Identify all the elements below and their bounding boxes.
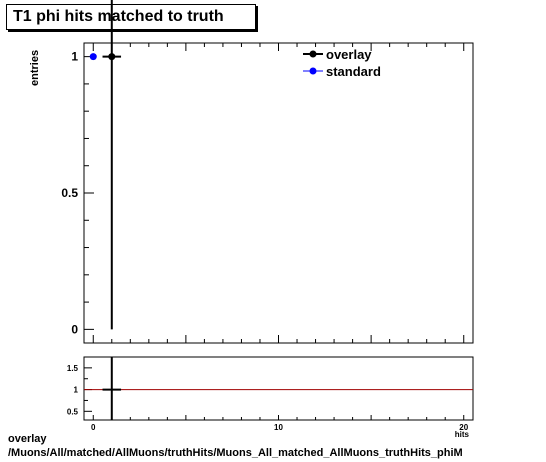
main-y-tick-label: 1 bbox=[71, 50, 78, 64]
main-y-tick-label: 0.5 bbox=[61, 186, 78, 200]
legend-marker-overlay bbox=[309, 50, 317, 58]
footer-line-2: /Muons/All/matched/AllMuons/truthHits/Mu… bbox=[8, 447, 463, 459]
legend-label-overlay: overlay bbox=[326, 47, 372, 62]
ratio-x-tick-label: 0 bbox=[91, 423, 96, 432]
main-plot-frame bbox=[83, 42, 474, 344]
ratio-x-tick-label: 10 bbox=[274, 423, 283, 432]
ratio-y-tick-label: 1 bbox=[74, 386, 79, 395]
chart-title-box: T1 phi hits matched to truth bbox=[6, 4, 256, 30]
ratio-y-tick-label: 0.5 bbox=[67, 407, 79, 416]
footer-line-1: overlay bbox=[8, 433, 47, 445]
ratio-plot-frame bbox=[83, 356, 474, 421]
data-point-standard bbox=[89, 53, 97, 61]
legend-marker-standard bbox=[309, 67, 317, 75]
legend-label-standard: standard bbox=[326, 64, 381, 79]
ratio-x-tick-label: 20 bbox=[459, 423, 468, 432]
data-point-overlay bbox=[108, 53, 116, 61]
ratio-y-tick-label: 1.5 bbox=[67, 364, 79, 373]
x-axis-label-fragment: hits bbox=[455, 430, 470, 439]
chart-title: T1 phi hits matched to truth bbox=[13, 8, 224, 25]
main-y-tick-label: 0 bbox=[71, 322, 78, 336]
